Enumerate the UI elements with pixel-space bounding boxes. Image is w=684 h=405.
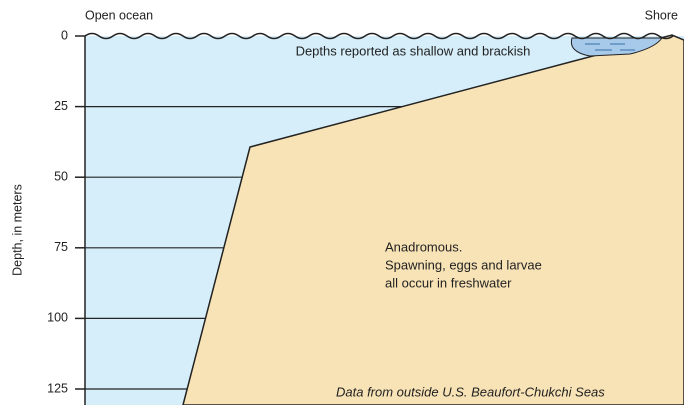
seabed [182,34,684,405]
anadromous-note: all occur in freshwater [385,275,512,290]
shallow-note: Depths reported as shallow and brackish [296,43,531,58]
shore-label: Shore [645,8,678,22]
open-ocean-label: Open ocean [85,8,153,22]
pool-lines [585,43,635,51]
water-surface [84,32,674,40]
tick-label: 75 [54,240,68,254]
source-note: Data from outside U.S. Beaufort-Chukchi … [336,384,605,399]
tick-label: 0 [61,28,68,42]
tick-label: 100 [47,311,68,325]
anadromous-note: Anadromous. [385,239,462,254]
tick-label: 50 [54,169,68,183]
tick-label: 125 [47,381,68,395]
tick-label: 25 [54,99,68,113]
anadromous-note: Spawning, eggs and larvae [385,257,542,272]
axis-label: Depth, in meters [10,184,24,276]
shore-pool [570,37,663,57]
